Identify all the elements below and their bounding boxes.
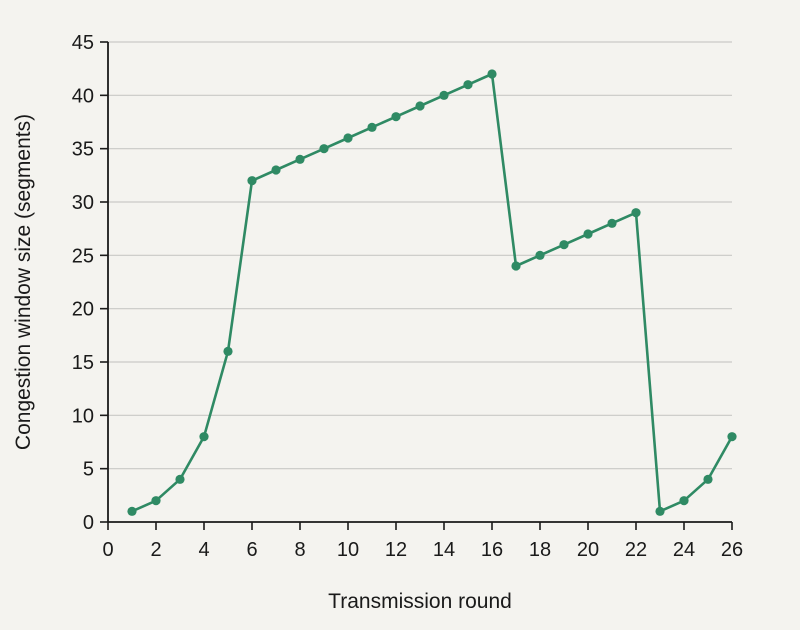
x-tick-label: 4: [198, 539, 209, 561]
data-point: [319, 144, 329, 154]
data-point: [511, 261, 521, 271]
y-tick-label: 25: [72, 245, 94, 267]
data-point: [583, 229, 593, 239]
x-tick-label: 12: [385, 539, 407, 561]
gridlines: [108, 41, 732, 470]
x-tick-label: 26: [721, 539, 743, 561]
data-point: [199, 432, 209, 442]
data-point: [391, 112, 401, 122]
x-axis-title: Transmission round: [328, 590, 512, 613]
x-tick-label: 24: [673, 539, 695, 561]
data-point: [679, 496, 689, 506]
data-point: [367, 122, 377, 132]
data-point: [295, 154, 305, 164]
series-line: [131, 72, 734, 513]
x-tick-label: 8: [294, 539, 305, 561]
series-cwnd: [127, 69, 737, 516]
x-tick-label: 6: [246, 539, 257, 561]
data-point: [607, 218, 617, 228]
data-point: [247, 176, 257, 186]
data-point: [559, 240, 569, 250]
data-point: [223, 346, 233, 356]
data-point: [343, 133, 353, 143]
y-axis-title: Congestion window size (segments): [12, 114, 35, 450]
data-point: [127, 506, 137, 516]
y-tick-label: 40: [72, 85, 94, 107]
x-tick-label: 22: [625, 539, 647, 561]
x-tick-label: 16: [481, 539, 503, 561]
data-point: [151, 496, 161, 506]
y-tick-label: 20: [72, 299, 94, 321]
y-tick-label: 35: [72, 139, 94, 161]
data-point: [535, 250, 545, 260]
data-point: [175, 474, 185, 484]
data-point: [655, 506, 665, 516]
data-point: [463, 80, 473, 90]
x-tick-label: 10: [337, 539, 359, 561]
y-tick-label: 30: [72, 192, 94, 214]
y-tick-label: 5: [83, 459, 94, 481]
data-point: [703, 474, 713, 484]
y-tick-label: 45: [72, 32, 94, 54]
data-point: [487, 69, 497, 79]
x-tick-label: 0: [102, 539, 113, 561]
y-tick-label: 10: [72, 405, 94, 427]
x-tick-label: 18: [529, 539, 551, 561]
axes: [107, 42, 732, 523]
x-tick-label: 20: [577, 539, 599, 561]
data-point: [415, 101, 425, 111]
x-tick-label: 2: [150, 539, 161, 561]
data-point: [727, 432, 737, 442]
x-tick-label: 14: [433, 539, 455, 561]
y-tick-label: 15: [72, 352, 94, 374]
data-point: [271, 165, 281, 175]
y-tick-label: 0: [83, 512, 94, 534]
data-point: [439, 90, 449, 100]
data-point: [631, 208, 641, 218]
